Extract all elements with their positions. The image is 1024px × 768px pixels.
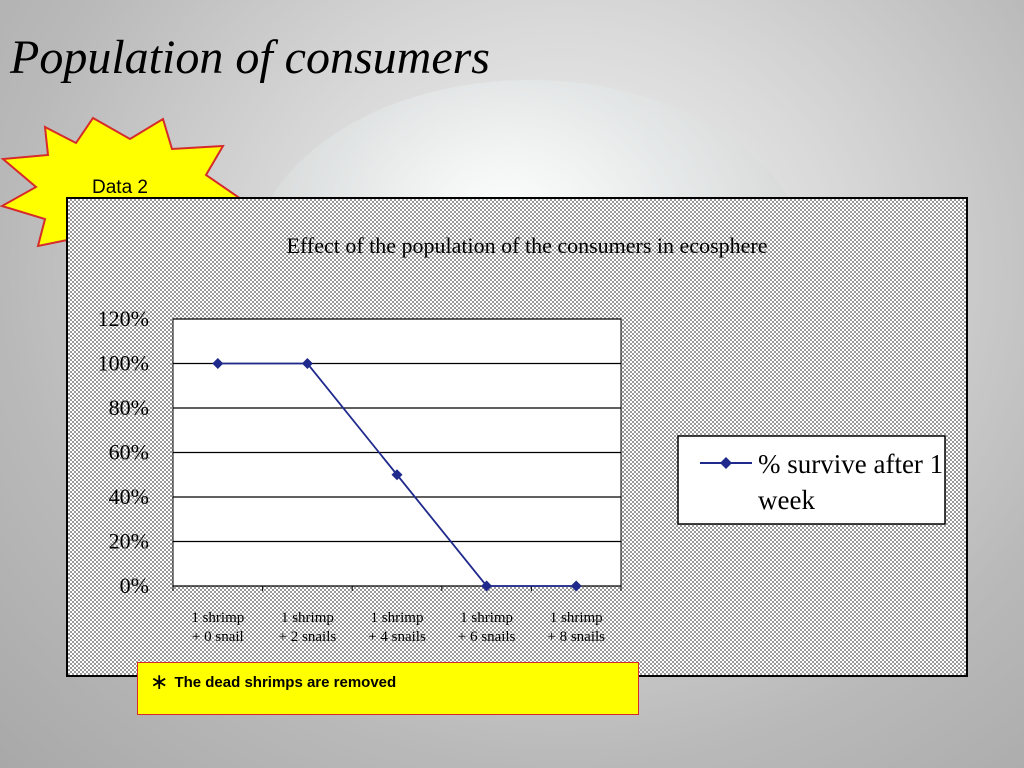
asterisk-icon: ∗ [150,669,169,694]
x-tick-label: 1 shrimp [460,610,513,626]
legend-marker-sample [720,457,732,469]
note-box: ∗ The dead shrimps are removed [137,662,639,715]
x-tick-label: 1 shrimp [371,610,424,626]
x-tick-label: + 8 snails [547,629,605,645]
x-tick-label: + 0 snail [192,629,244,645]
data-point [391,469,403,481]
x-tick-label: 1 shrimp [191,610,244,626]
y-axis-tick-labels: 0% 20% 40% 60% 80% 100% 120% [98,306,149,598]
y-tick-label: 100% [98,351,149,376]
legend-entry-label: % survive after 1 week [758,449,944,515]
x-tick-label: + 6 snails [458,629,516,645]
legend-box [677,435,946,525]
y-tick-label: 80% [109,395,149,420]
x-tick-label: 1 shrimp [550,610,603,626]
series-markers [212,358,582,592]
chart-title: Effect of the population of the consumer… [287,233,768,258]
y-tick-label: 40% [109,484,149,509]
x-tick-label: 1 shrimp [281,610,334,626]
data-point [570,580,582,592]
data-point [481,580,493,592]
x-tick-label: + 2 snails [279,629,337,645]
y-tick-label: 120% [98,306,149,331]
x-axis-tick-labels: 1 shrimp + 0 snail 1 shrimp + 2 snails 1 shr… [191,610,605,645]
y-tick-label: 20% [109,529,149,554]
x-tick-label: + 4 snails [368,629,426,645]
data-point [212,358,224,369]
y-tick-label: 60% [109,440,149,465]
note-text: The dead shrimps are removed [174,674,397,691]
badge-label: Data 2 [92,177,148,198]
y-tick-label: 0% [120,573,149,598]
data-point [301,358,313,369]
slide-title: Population of consumers [10,31,490,84]
